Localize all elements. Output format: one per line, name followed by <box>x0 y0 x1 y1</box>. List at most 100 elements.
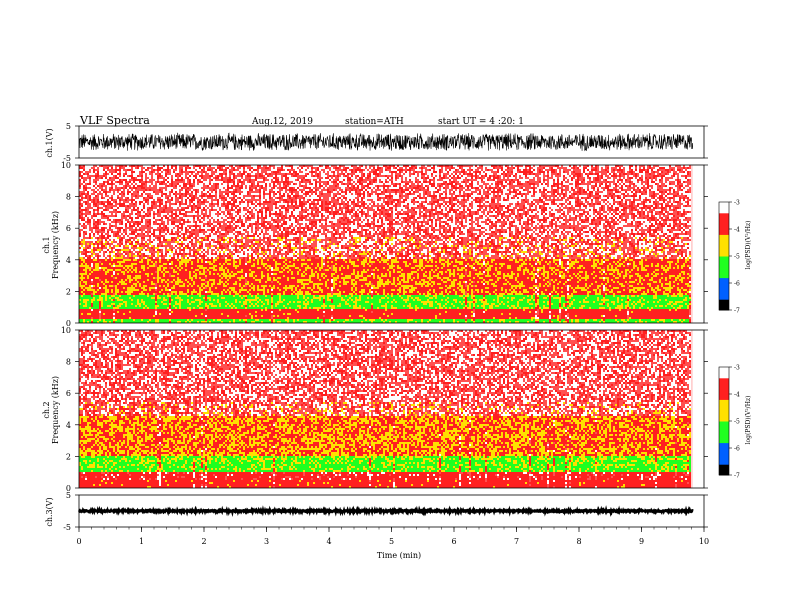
spectrogram-cell <box>395 169 397 171</box>
spectrogram-cell <box>305 173 307 175</box>
spectrogram-cell <box>665 179 667 181</box>
spectrogram-cell <box>213 171 215 173</box>
spectrogram-cell <box>607 175 609 177</box>
spectrogram-cell <box>203 179 205 181</box>
spectrogram-cell <box>493 187 495 189</box>
spectrogram-cell <box>217 183 219 185</box>
spectrogram-cell <box>493 175 495 177</box>
spectrogram-cell <box>505 169 507 171</box>
spectrogram-cell <box>105 185 107 187</box>
spectrogram-cell <box>459 179 461 181</box>
spectrogram-cell <box>537 175 539 177</box>
spectrogram-cell <box>125 177 127 179</box>
spectrogram-cell <box>441 169 443 171</box>
spectrogram-cell <box>301 179 303 181</box>
spectrogram-cell <box>197 183 199 185</box>
spectrogram-cell <box>87 169 89 171</box>
spectrogram-cell <box>591 169 593 171</box>
spectrogram-cell <box>259 187 261 189</box>
spectrogram-cell <box>185 173 187 175</box>
spectrogram-cell <box>487 175 489 177</box>
spectrogram-cell <box>369 185 371 187</box>
spectrogram-cell <box>151 183 153 185</box>
spectrogram-cell <box>217 179 219 181</box>
spectrogram-cell <box>515 169 517 171</box>
spectrogram-cell <box>523 187 525 189</box>
spectrogram-cell <box>173 179 175 181</box>
spectrogram-cell <box>225 187 227 189</box>
spectrogram-cell <box>263 189 265 191</box>
spectrogram-cell <box>391 173 393 175</box>
spectrogram-cell <box>543 185 545 187</box>
spectrogram-cell <box>373 173 375 175</box>
spectrogram-cell <box>321 185 323 187</box>
spectrogram-cell <box>513 181 515 183</box>
spectrogram-cell <box>561 185 563 187</box>
spectrogram-cell <box>563 169 565 171</box>
spectrogram-cell <box>275 175 277 177</box>
spectrogram-cell <box>633 179 635 181</box>
spectrogram-cell <box>427 177 429 179</box>
spectrogram-cell <box>687 179 689 181</box>
spectrogram-cell <box>627 171 629 173</box>
spectrogram-cell <box>649 169 651 171</box>
spectrogram-cell <box>143 173 145 175</box>
spectrogram-cell <box>81 169 83 171</box>
spectrogram-cell <box>279 185 281 187</box>
spectrogram-cell <box>459 181 461 183</box>
spectrogram-cell <box>399 187 401 189</box>
spectrogram-cell <box>437 177 439 179</box>
spectrogram-cell <box>509 175 511 177</box>
spectrogram-cell <box>195 177 197 179</box>
spectrogram-cell <box>167 179 169 181</box>
spectrogram-cell <box>451 171 453 173</box>
spectrogram-cell <box>337 189 339 191</box>
spectrogram-cell <box>351 181 353 183</box>
spectrogram-cell <box>229 169 231 171</box>
spectrogram-cell <box>121 169 123 171</box>
spectrogram-cell <box>319 189 321 191</box>
spectrogram-cell <box>341 179 343 181</box>
spectrogram-cell <box>433 173 435 175</box>
spectrogram-cell <box>377 169 379 171</box>
spectrogram-cell <box>491 175 493 177</box>
spectrogram-cell <box>139 187 141 189</box>
spectrogram-cell <box>115 175 117 177</box>
spectrogram-cell <box>337 173 339 175</box>
spectrogram-cell <box>563 181 565 183</box>
spectrogram-cell <box>151 173 153 175</box>
spectrogram-cell <box>625 167 627 169</box>
spectrogram-cell <box>283 189 285 191</box>
spectrogram-cell <box>331 183 333 185</box>
spectrogram-cell <box>193 189 195 191</box>
spectrogram-cell <box>487 179 489 181</box>
spectrogram-cell <box>433 175 435 177</box>
spectrogram-cell <box>679 183 681 185</box>
spectrogram-cell <box>573 173 575 175</box>
spectrogram-cell <box>633 183 635 185</box>
spectrogram-cell <box>473 183 475 185</box>
spectrogram-cell <box>401 169 403 171</box>
spectrogram-cell <box>285 179 287 181</box>
spectrogram-cell <box>557 187 559 189</box>
spectrogram-cell <box>527 187 529 189</box>
spectrogram-cell <box>641 175 643 177</box>
spectrogram-cell <box>653 185 655 187</box>
spectrogram-cell <box>467 169 469 171</box>
spectrogram-cell <box>549 185 551 187</box>
spectrogram-cell <box>89 187 91 189</box>
spectrogram-cell <box>267 171 269 173</box>
spectrogram-cell <box>365 185 367 187</box>
spectrogram-cell <box>239 175 241 177</box>
spectrogram-cell <box>675 167 677 169</box>
spectrogram-cell <box>577 187 579 189</box>
spectrogram-cell <box>613 175 615 177</box>
spectrogram-cell <box>155 171 157 173</box>
spectrogram-cell <box>189 175 191 177</box>
spectrogram-cell <box>305 177 307 179</box>
spectrogram-cell <box>357 167 359 169</box>
spectrogram-cell <box>463 171 465 173</box>
spectrogram-cell <box>307 175 309 177</box>
spectrogram-cell <box>237 169 239 171</box>
date-label: Aug.12, 2019 <box>251 117 313 127</box>
